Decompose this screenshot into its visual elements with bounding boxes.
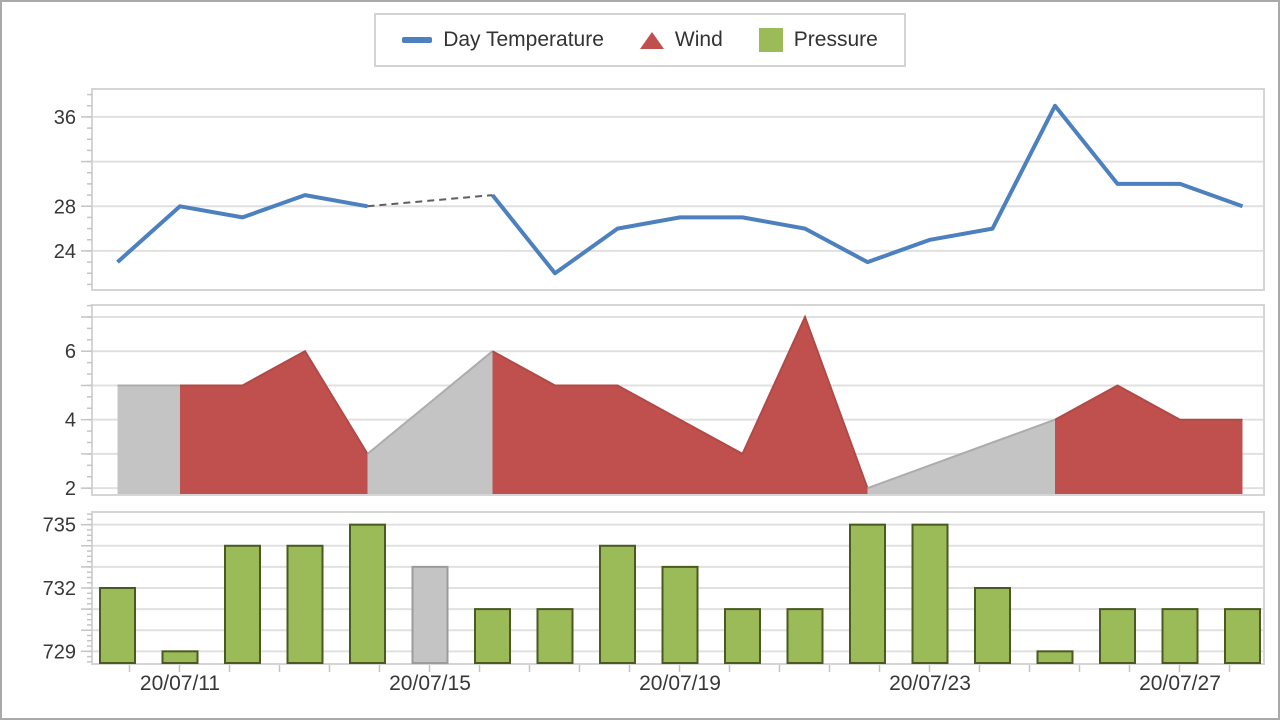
legend: Day Temperature Wind Pressure xyxy=(374,13,906,67)
pressure-bar[interactable] xyxy=(849,523,886,665)
pressure-axis-label: 732 xyxy=(43,578,76,600)
wind-axis-label: 2 xyxy=(65,478,76,500)
wind-area[interactable] xyxy=(1055,385,1243,495)
x-axis-label: 20/07/15 xyxy=(389,672,471,695)
pressure-bar[interactable] xyxy=(536,608,574,664)
wind-area[interactable] xyxy=(180,351,368,494)
pressure-bar[interactable] xyxy=(349,523,386,665)
wind-area-empty-top-edge xyxy=(366,350,494,455)
x-axis-label: 20/07/11 xyxy=(140,672,220,695)
legend-item-label: Wind xyxy=(674,28,723,51)
pressure-axis-label: 735 xyxy=(43,515,76,537)
temperature-axis-label: 36 xyxy=(54,107,76,129)
wind-area[interactable] xyxy=(492,317,868,494)
day-temperature-interpolated-line xyxy=(367,194,493,208)
legend-item-day-temperature[interactable]: Day Temperature xyxy=(402,28,604,52)
pressure-empty-bar[interactable] xyxy=(411,565,449,665)
temperature-axis-label: 24 xyxy=(54,241,76,263)
pressure-bar[interactable] xyxy=(911,523,949,665)
wind-area-empty-segment[interactable] xyxy=(867,419,1056,494)
line-series-marker-icon xyxy=(402,37,433,43)
pressure-bar[interactable] xyxy=(474,608,511,664)
pressure-bar[interactable] xyxy=(161,650,199,664)
pressure-bar[interactable] xyxy=(99,587,136,664)
wind-axis-label: 6 xyxy=(65,341,76,363)
pressure-bar[interactable] xyxy=(224,544,261,664)
pressure-bar[interactable] xyxy=(661,565,699,665)
legend-item-pressure[interactable]: Pressure xyxy=(758,28,878,52)
legend-item-label: Day Temperature xyxy=(443,28,604,51)
pressure-bar[interactable] xyxy=(286,544,324,664)
pressure-bar[interactable] xyxy=(786,608,824,664)
legend-wrap: Day Temperature Wind Pressure xyxy=(2,13,1278,67)
pressure-bar[interactable] xyxy=(1161,608,1199,664)
temperature-pane xyxy=(91,88,1265,291)
pressure-bar[interactable] xyxy=(1099,608,1136,664)
wind-area-empty-segment[interactable] xyxy=(367,351,493,494)
pressure-bar[interactable] xyxy=(724,608,761,664)
wind-axis-label: 4 xyxy=(65,410,76,432)
wind-area-top-edge xyxy=(180,349,369,455)
pressure-bar[interactable] xyxy=(974,587,1011,664)
wind-area-empty-segment[interactable] xyxy=(117,385,181,495)
wind-area-top-edge xyxy=(1054,384,1243,421)
legend-item-wind[interactable]: Wind xyxy=(639,28,723,52)
x-axis-label: 20/07/23 xyxy=(889,672,971,695)
bar-series-marker-icon xyxy=(758,28,783,52)
pressure-bar[interactable] xyxy=(1036,650,1074,664)
pressure-bar[interactable] xyxy=(599,544,636,664)
pressure-axis-label: 729 xyxy=(43,641,76,663)
legend-item-label: Pressure xyxy=(793,28,878,51)
wind-area-top-edge xyxy=(492,314,869,489)
pressure-bar[interactable] xyxy=(1224,608,1261,664)
x-axis-label: 20/07/27 xyxy=(1139,672,1221,695)
day-temperature-line[interactable] xyxy=(116,103,1244,276)
temperature-axis-label: 28 xyxy=(54,196,76,218)
x-axis-label: 20/07/19 xyxy=(639,672,721,695)
area-series-marker-icon xyxy=(639,31,664,49)
wind-area-empty-top-edge xyxy=(867,418,1056,490)
